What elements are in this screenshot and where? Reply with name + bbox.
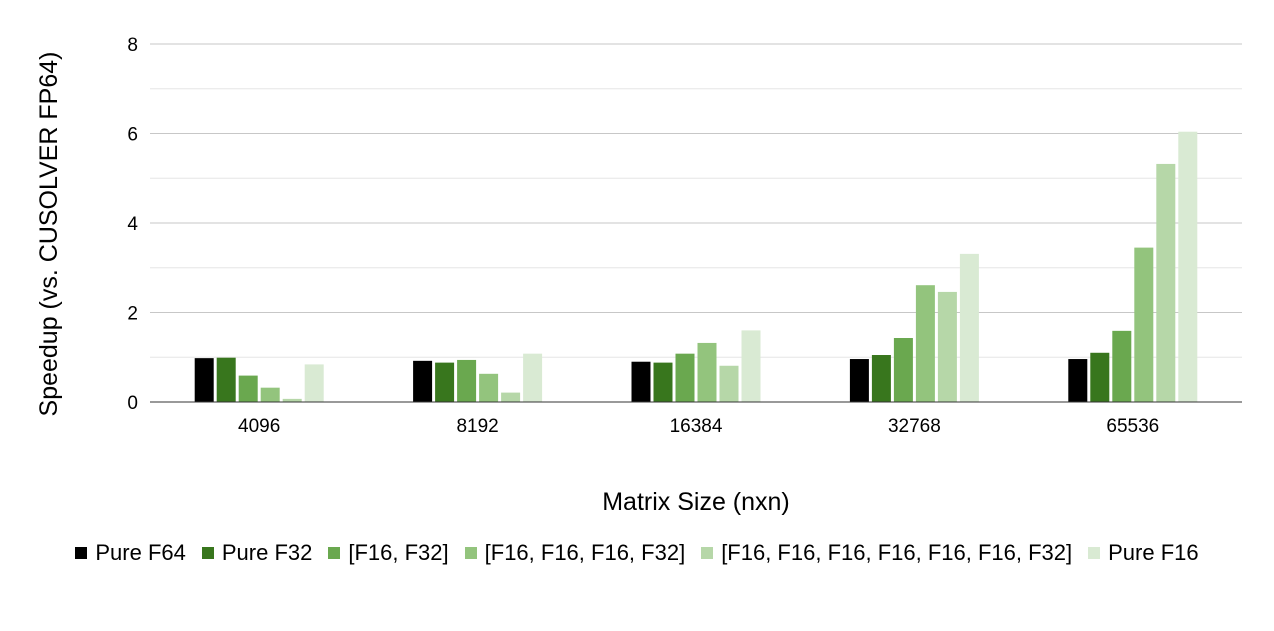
bars	[194, 131, 1198, 402]
bar	[260, 387, 280, 402]
bar	[194, 358, 214, 402]
bar	[238, 375, 258, 402]
gridlines	[150, 43, 1242, 358]
bar	[1178, 131, 1198, 402]
bar	[1112, 330, 1132, 402]
legend-swatch	[328, 546, 341, 559]
legend-item: Pure F32	[201, 536, 313, 569]
x-tick-label: 16384	[670, 416, 723, 437]
x-tick-label: 32768	[888, 416, 941, 437]
bar	[675, 353, 695, 402]
bar	[893, 338, 913, 402]
bar	[741, 330, 761, 402]
y-axis-ticks: 0 2 4 6 8	[127, 35, 138, 414]
x-axis-ticks: 4096 8192 16384 32768 65536	[238, 416, 1159, 437]
bar	[1134, 247, 1154, 402]
bar	[959, 253, 979, 402]
legend-swatch	[75, 546, 88, 559]
legend-label: Pure F32	[221, 540, 313, 565]
bar	[1156, 163, 1176, 402]
x-axis-title: Matrix Size (nxn)	[602, 488, 790, 516]
legend-item: [F16, F32]	[328, 536, 449, 569]
bar	[523, 353, 543, 402]
bar	[501, 392, 521, 402]
bar	[697, 342, 717, 402]
x-tick-label: 4096	[238, 416, 280, 437]
bar	[871, 355, 891, 402]
legend-label: Pure F16	[1108, 540, 1199, 565]
bar	[1068, 359, 1088, 402]
bar	[1090, 352, 1110, 402]
bar	[435, 362, 455, 402]
bar	[282, 398, 302, 402]
bar	[849, 359, 869, 402]
legend-item: Pure F16	[1088, 536, 1199, 569]
legend: Pure F64 Pure F32 [F16, F32] [F16, F16, F16…	[60, 536, 1214, 569]
bar	[719, 365, 739, 402]
legend-swatch	[464, 546, 477, 559]
legend-label: [F16, F16, F16, F16, F16, F16, F32]	[721, 540, 1073, 565]
bar	[653, 362, 673, 402]
x-tick-label: 65536	[1106, 416, 1159, 437]
y-tick-label: 0	[127, 393, 138, 414]
y-tick-label: 4	[127, 214, 138, 235]
y-tick-label: 8	[127, 35, 138, 56]
x-tick-label: 8192	[456, 416, 498, 437]
legend-item: [F16, F16, F16, F16, F16, F16, F32]	[701, 536, 1072, 569]
legend-label: [F16, F32]	[348, 540, 449, 565]
bar	[479, 373, 499, 402]
bar	[937, 291, 957, 402]
bar	[915, 285, 935, 402]
bar	[304, 364, 324, 402]
legend-swatch	[1088, 546, 1101, 559]
y-axis-title: Speedup (vs. CUSOLVER FP64)	[35, 52, 63, 417]
legend-label: [F16, F16, F16, F32]	[484, 540, 686, 565]
legend-swatch	[201, 546, 214, 559]
legend-item: Pure F64	[75, 536, 186, 569]
bar	[413, 360, 433, 402]
y-tick-label: 2	[127, 304, 138, 325]
bar	[631, 361, 651, 402]
legend-item: [F16, F16, F16, F32]	[464, 536, 686, 569]
bar	[216, 357, 236, 402]
y-tick-label: 6	[127, 125, 138, 146]
legend-swatch	[701, 546, 714, 559]
legend-label: Pure F64	[95, 540, 186, 565]
bar	[457, 359, 477, 402]
